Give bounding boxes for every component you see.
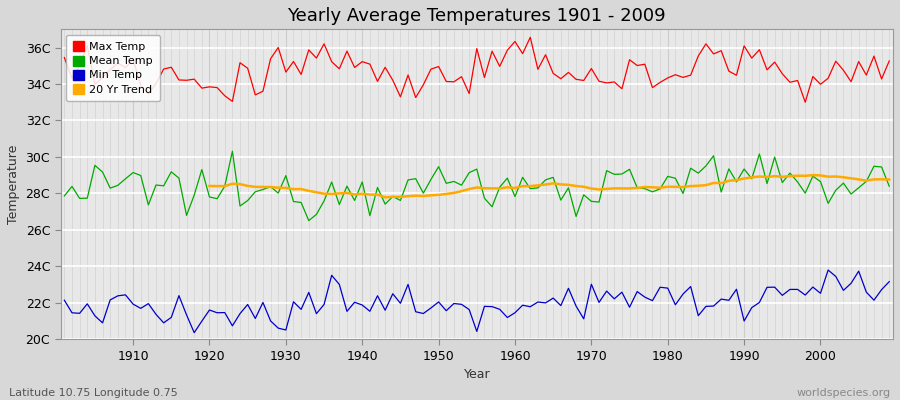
Legend: Max Temp, Mean Temp, Min Temp, 20 Yr Trend: Max Temp, Mean Temp, Min Temp, 20 Yr Tre… <box>66 35 159 101</box>
Title: Yearly Average Temperatures 1901 - 2009: Yearly Average Temperatures 1901 - 2009 <box>287 7 666 25</box>
X-axis label: Year: Year <box>464 368 490 381</box>
Text: worldspecies.org: worldspecies.org <box>796 388 891 398</box>
Y-axis label: Temperature: Temperature <box>7 144 20 224</box>
Text: Latitude 10.75 Longitude 0.75: Latitude 10.75 Longitude 0.75 <box>9 388 178 398</box>
